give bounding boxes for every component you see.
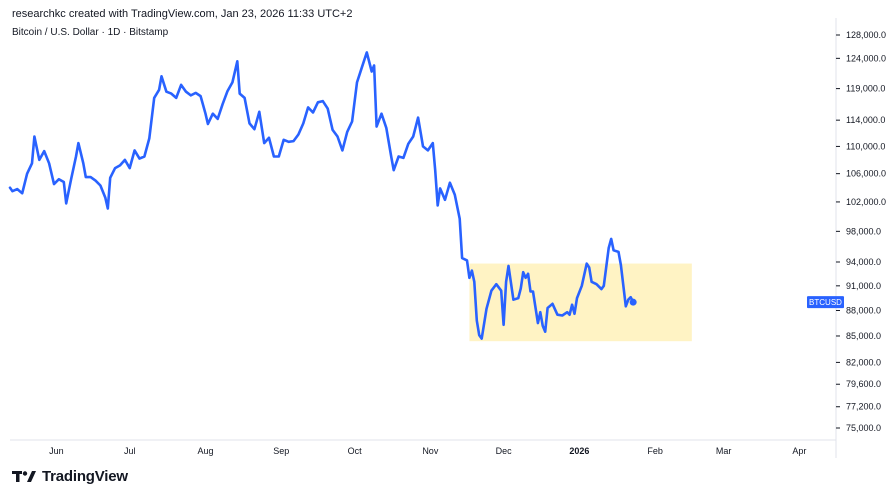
chart-attribution: researchkc created with TradingView.com,… bbox=[12, 8, 353, 20]
x-tick-label: Mar bbox=[716, 446, 732, 456]
x-tick-label: Dec bbox=[496, 446, 513, 456]
y-tick-label: 85,000.0 bbox=[846, 331, 881, 341]
x-tick-label: Nov bbox=[422, 446, 439, 456]
axis-layer: 128,000.0 124,000.0 119,000.0 114,000.0 110,… bbox=[10, 18, 886, 458]
logo-text: TradingView bbox=[42, 468, 128, 485]
y-tick-label: 114,000.0 bbox=[846, 115, 885, 125]
x-tick-label: Apr bbox=[792, 446, 806, 456]
y-tick-label: 124,000.0 bbox=[846, 53, 886, 63]
y-tick-label: 75,000.0 bbox=[846, 423, 881, 433]
series-layer bbox=[8, 51, 637, 340]
y-tick-label: 79,600.0 bbox=[846, 379, 881, 389]
symbol-price-label bbox=[807, 296, 844, 309]
y-tick-label: 82,000.0 bbox=[846, 357, 881, 367]
x-tick-label: Aug bbox=[197, 446, 213, 456]
symbol-price-label-text: BTCUSD bbox=[809, 298, 842, 307]
y-tick-label: 98,000.0 bbox=[846, 226, 881, 236]
y-tick-label: 106,000.0 bbox=[846, 169, 886, 179]
x-tick-label: Feb bbox=[647, 446, 663, 456]
x-tick-label: Jul bbox=[124, 446, 136, 456]
y-tick-label: 77,200.0 bbox=[846, 402, 881, 412]
x-tick-label: 2026 bbox=[569, 446, 589, 456]
x-tick-label: Sep bbox=[273, 446, 289, 456]
x-tick-label: Oct bbox=[348, 446, 363, 456]
btcusd-price-line[interactable] bbox=[8, 51, 635, 340]
last-price-dot bbox=[629, 298, 637, 306]
y-tick-label: 128,000.0 bbox=[846, 30, 886, 40]
label-layer: BTCUSD bbox=[807, 296, 844, 309]
y-tick-label: 102,000.0 bbox=[846, 197, 886, 207]
y-tick-label: 91,000.0 bbox=[846, 281, 881, 291]
y-tick-label: 110,000.0 bbox=[846, 141, 885, 151]
y-tick-label: 94,000.0 bbox=[846, 257, 881, 267]
symbol-title: Bitcoin / U.S. Dollar · 1D · Bitstamp bbox=[12, 27, 169, 38]
tradingview-logo[interactable]: TradingView bbox=[12, 468, 128, 485]
y-tick-label: 88,000.0 bbox=[846, 305, 881, 315]
y-tick-label: 119,000.0 bbox=[846, 84, 885, 94]
x-tick-label: Jun bbox=[49, 446, 64, 456]
tradingview-logo-icon bbox=[12, 470, 36, 482]
